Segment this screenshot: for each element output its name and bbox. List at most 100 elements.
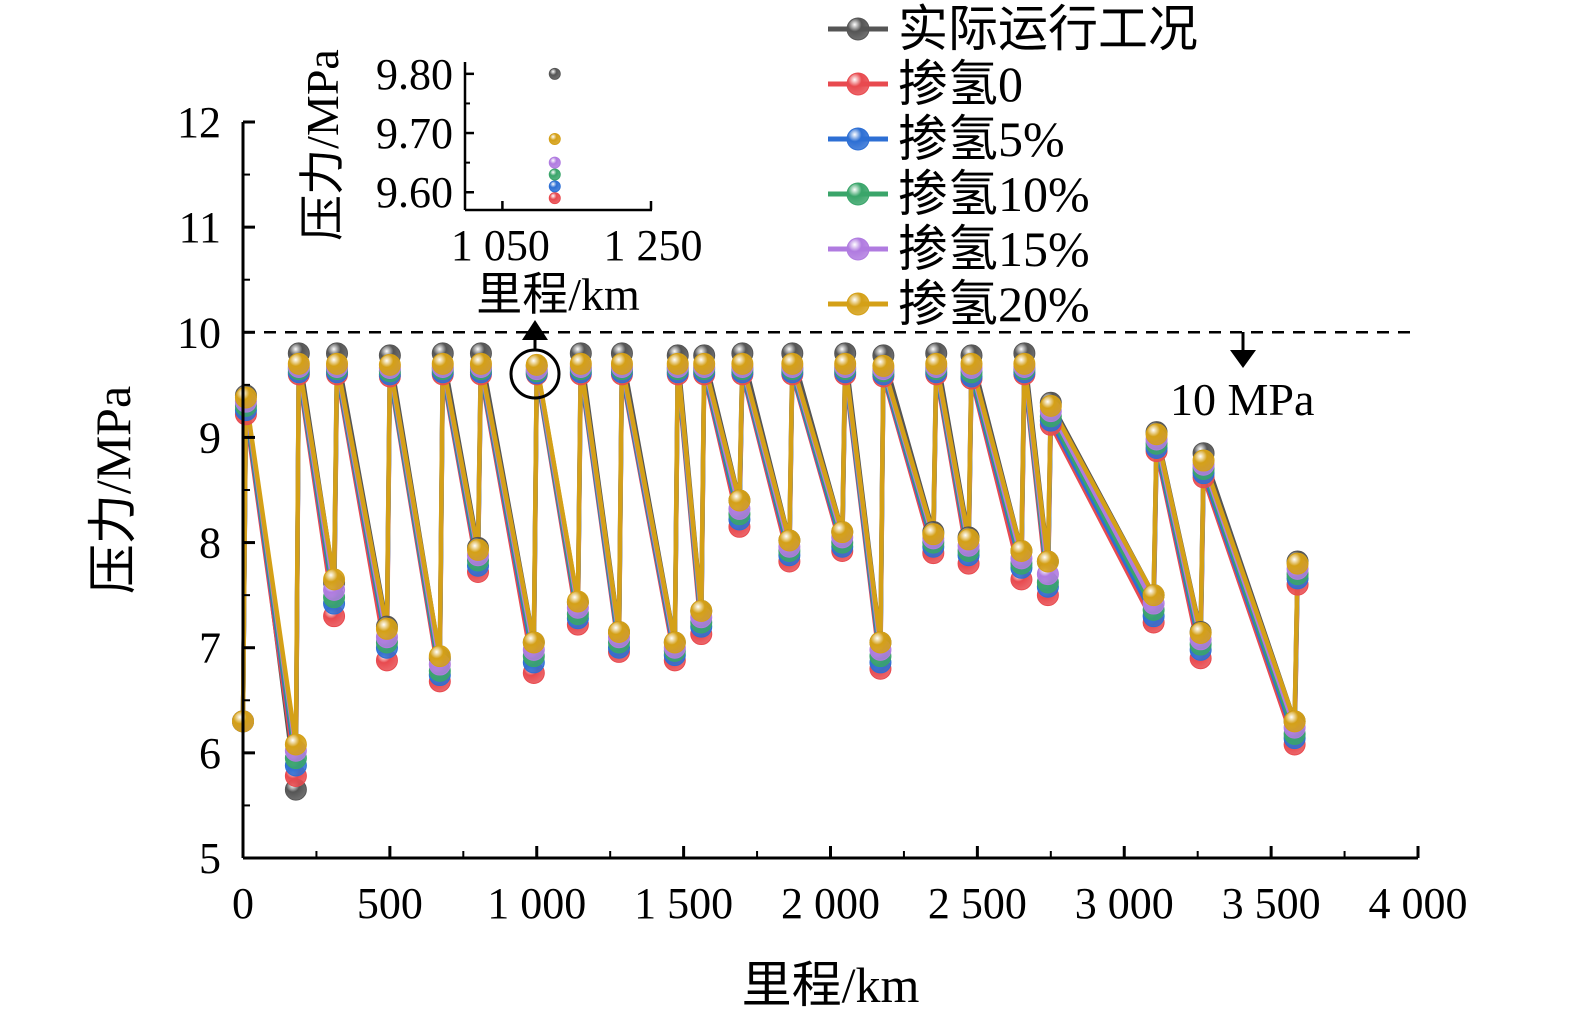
x-axis-title: 里程/km bbox=[742, 957, 920, 1013]
data-point bbox=[731, 352, 754, 375]
legend-label: 实际运行工况 bbox=[898, 1, 1198, 57]
x-tick-label: 2 000 bbox=[781, 879, 880, 928]
data-point bbox=[569, 352, 592, 375]
data-point bbox=[960, 352, 983, 375]
y-tick-label: 5 bbox=[199, 834, 221, 883]
inset-data-point bbox=[548, 168, 561, 181]
data-point bbox=[869, 631, 892, 654]
data-point bbox=[925, 352, 948, 375]
data-point bbox=[610, 352, 633, 375]
legend-label: 掺氢10% bbox=[898, 166, 1090, 222]
data-point bbox=[469, 352, 492, 375]
x-tick-label: 2 500 bbox=[928, 879, 1027, 928]
inset-y-tick-label: 9.70 bbox=[376, 109, 453, 158]
reference-line-label: 10 MPa bbox=[1170, 374, 1314, 425]
data-point bbox=[1039, 394, 1062, 417]
y-tick-label: 6 bbox=[199, 729, 221, 778]
inset-y-axis-title: 压力/MPa bbox=[297, 49, 348, 241]
legend-swatch-marker bbox=[846, 17, 870, 41]
data-point bbox=[467, 538, 489, 561]
data-point bbox=[1013, 352, 1036, 375]
y-tick-label: 9 bbox=[199, 413, 221, 462]
data-point bbox=[1142, 584, 1165, 607]
x-tick-label: 3 000 bbox=[1075, 879, 1174, 928]
inset-y-tick-label: 9.80 bbox=[376, 50, 453, 99]
data-point bbox=[778, 529, 801, 552]
data-point bbox=[323, 568, 346, 591]
data-point bbox=[1010, 539, 1033, 562]
zoom-callout bbox=[509, 320, 561, 400]
x-tick-label: 3 500 bbox=[1222, 879, 1321, 928]
data-point bbox=[522, 631, 545, 654]
series-line bbox=[240, 361, 1300, 747]
data-point bbox=[431, 352, 454, 375]
y-tick-label: 12 bbox=[177, 98, 221, 147]
data-point bbox=[834, 352, 857, 375]
data-point bbox=[326, 352, 348, 375]
legend-swatch-marker bbox=[846, 127, 870, 151]
x-tick-label: 4 000 bbox=[1369, 879, 1468, 928]
x-tick-label: 0 bbox=[232, 879, 254, 928]
x-tick-label: 500 bbox=[357, 879, 423, 928]
axes: 0 500 1 000 1 500 2 000 2 500 3 000 3 500 4 000 5… bbox=[177, 98, 1468, 928]
data-point bbox=[922, 523, 945, 546]
inset-x-axis-title: 里程/km bbox=[476, 269, 640, 320]
data-point bbox=[284, 733, 307, 756]
series-layer bbox=[232, 342, 1309, 801]
arrow-head bbox=[1230, 350, 1256, 368]
data-point bbox=[872, 354, 895, 377]
data-point bbox=[1145, 423, 1168, 446]
data-point bbox=[957, 528, 980, 551]
legend-label: 掺氢15% bbox=[898, 221, 1090, 277]
main-plot: 0 500 1 000 1 500 2 000 2 500 3 000 3 500 4 000 5… bbox=[85, 98, 1468, 1013]
data-point bbox=[608, 620, 630, 643]
inset-x-tick-label: 1 050 bbox=[451, 221, 550, 270]
reference-arrow-icon bbox=[1230, 332, 1256, 368]
legend-label: 掺氢5% bbox=[898, 111, 1065, 167]
inset-data-point bbox=[548, 156, 561, 169]
y-tick-label: 10 bbox=[177, 308, 221, 357]
x-tick-label: 1 500 bbox=[634, 879, 733, 928]
data-point bbox=[1036, 550, 1059, 573]
legend-swatch-marker bbox=[846, 72, 870, 96]
data-point bbox=[234, 386, 257, 409]
data-point bbox=[728, 489, 751, 512]
data-point bbox=[375, 617, 398, 640]
inset-y-tick-label: 9.60 bbox=[376, 168, 453, 217]
data-point bbox=[1189, 621, 1212, 644]
callout-arrow-head bbox=[522, 320, 548, 340]
inset-data-point bbox=[548, 192, 561, 205]
data-point bbox=[666, 352, 689, 375]
data-point bbox=[1192, 449, 1215, 472]
data-point bbox=[693, 352, 716, 375]
inset-data-point bbox=[548, 132, 561, 145]
legend-swatch-marker bbox=[846, 237, 870, 261]
y-tick-label: 8 bbox=[199, 519, 221, 568]
inset-x-tick-label: 1 250 bbox=[604, 221, 703, 270]
inset-plot: 里程/km 压力/MPa 9.60 9.70 9.80 1 050 1 250 bbox=[297, 49, 703, 320]
data-point bbox=[428, 645, 451, 668]
data-point bbox=[378, 353, 401, 376]
legend-label: 掺氢20% bbox=[898, 276, 1090, 332]
data-point bbox=[1283, 710, 1306, 733]
data-point bbox=[287, 352, 310, 375]
legend-label: 掺氢0 bbox=[898, 56, 1023, 112]
data-point bbox=[781, 352, 804, 375]
inset-data-point bbox=[548, 67, 561, 80]
data-point bbox=[663, 631, 686, 654]
y-axis-title: 压力/MPa bbox=[85, 386, 141, 594]
data-point bbox=[566, 590, 589, 613]
inset-data-point bbox=[548, 180, 561, 193]
legend-swatch-marker bbox=[846, 292, 870, 316]
x-tick-label: 1 000 bbox=[487, 879, 586, 928]
legend-swatch-marker bbox=[846, 182, 870, 206]
data-point bbox=[525, 353, 548, 376]
data-point bbox=[690, 599, 713, 622]
data-point bbox=[1286, 552, 1309, 575]
data-point bbox=[831, 521, 854, 544]
y-tick-label: 11 bbox=[179, 203, 221, 252]
y-tick-label: 7 bbox=[199, 624, 221, 673]
